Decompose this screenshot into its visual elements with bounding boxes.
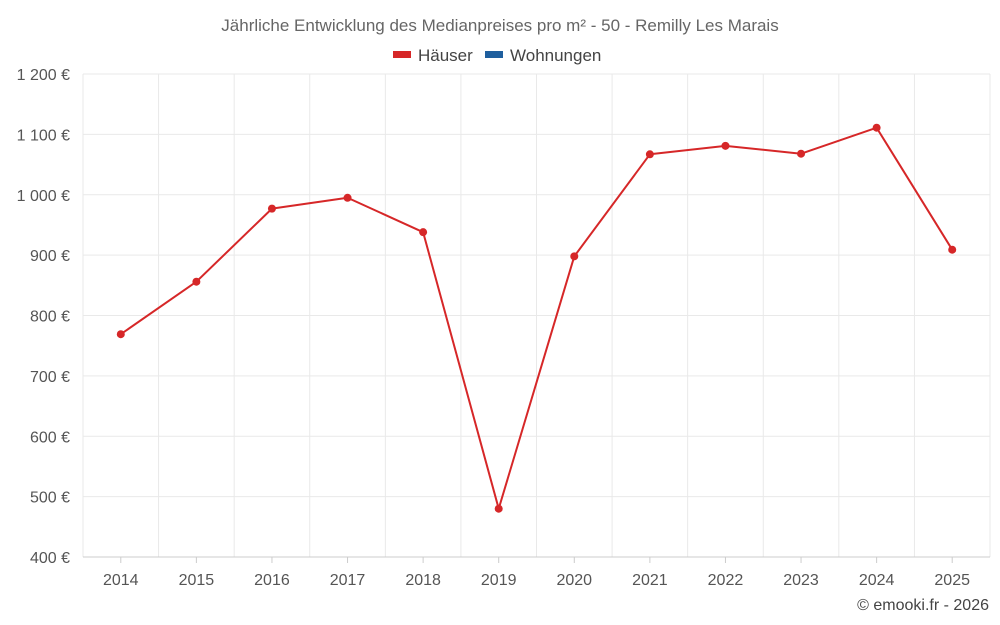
x-tick-label: 2024 — [859, 572, 895, 589]
x-tick-label: 2018 — [405, 572, 441, 589]
x-tick-label: 2023 — [783, 572, 819, 589]
legend-swatch-wohnungen — [485, 51, 503, 58]
x-tick-label: 2014 — [103, 572, 139, 589]
data-point[interactable] — [645, 150, 654, 159]
data-point[interactable] — [948, 245, 957, 254]
data-point[interactable] — [797, 149, 806, 158]
x-tick-label: 2021 — [632, 572, 668, 589]
data-point[interactable] — [267, 204, 276, 213]
x-tick-label: 2017 — [330, 572, 366, 589]
legend-label-wohnungen[interactable]: Wohnungen — [510, 46, 601, 65]
y-tick-label: 900 € — [30, 248, 70, 265]
data-point[interactable] — [570, 252, 579, 261]
data-point[interactable] — [721, 141, 730, 150]
data-point[interactable] — [419, 228, 428, 237]
grid — [82, 73, 991, 557]
x-tick-label: 2025 — [934, 572, 970, 589]
y-tick-label: 700 € — [30, 369, 70, 386]
credit-text: © emooki.fr - 2026 — [857, 597, 989, 614]
legend: Häuser Wohnungen — [393, 46, 601, 65]
chart-title: Jährliche Entwicklung des Medianpreises … — [221, 16, 778, 35]
data-point[interactable] — [192, 277, 201, 286]
legend-label-haeuser[interactable]: Häuser — [418, 46, 473, 65]
y-tick-label: 600 € — [30, 429, 70, 446]
y-tick-label: 400 € — [30, 550, 70, 567]
data-point[interactable] — [116, 330, 125, 339]
x-tick-label: 2015 — [179, 572, 215, 589]
y-tick-label: 800 € — [30, 309, 70, 326]
legend-swatch-haeuser — [393, 51, 411, 58]
data-point[interactable] — [343, 193, 352, 202]
y-tick-label: 500 € — [30, 490, 70, 507]
series — [116, 123, 957, 513]
y-tick-label: 1 000 € — [17, 188, 70, 205]
data-point[interactable] — [494, 504, 503, 513]
axes: 400 € 500 € 600 € 700 € 800 € 900 € 1 000 € 1 1… — [17, 67, 990, 589]
series-line-0 — [120, 126, 954, 510]
x-tick-label: 2020 — [556, 572, 592, 589]
x-tick-label: 2022 — [708, 572, 744, 589]
x-tick-label: 2019 — [481, 572, 517, 589]
y-tick-label: 1 100 € — [17, 127, 70, 144]
data-point[interactable] — [872, 123, 881, 132]
y-tick-label: 1 200 € — [17, 67, 70, 84]
x-tick-label: 2016 — [254, 572, 290, 589]
